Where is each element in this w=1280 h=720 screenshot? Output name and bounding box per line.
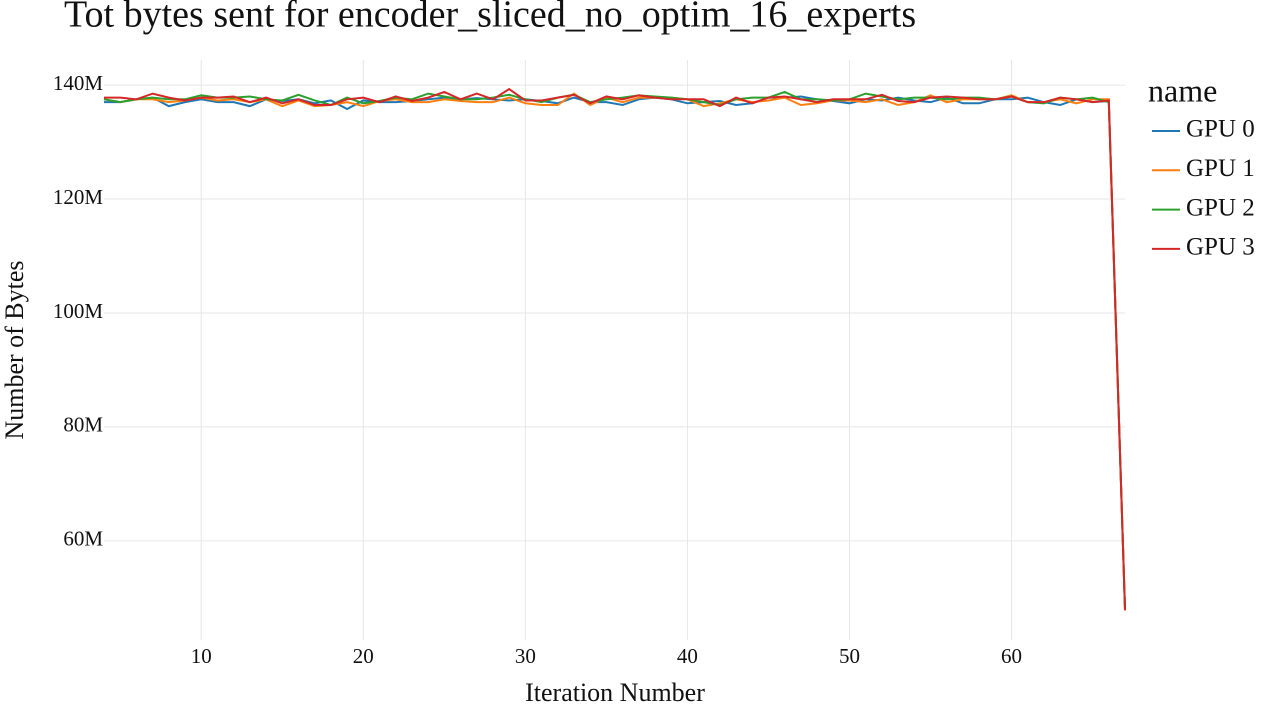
grid: [104, 60, 1125, 640]
x-tick-label: 30: [515, 644, 536, 668]
x-tick-label: 40: [677, 644, 698, 668]
x-tick-label: 60: [1001, 644, 1022, 668]
x-axis-label: Iteration Number: [525, 678, 705, 707]
y-tick-label: 120M: [53, 185, 104, 209]
data-line: [104, 95, 1126, 610]
y-tick-label: 60M: [63, 527, 103, 551]
legend-label: GPU 0: [1186, 116, 1255, 143]
data-line: [104, 87, 1126, 611]
legend-label: GPU 2: [1186, 194, 1255, 221]
y-axis-label: Number of Bytes: [0, 260, 29, 439]
y-tick-label: 100M: [53, 299, 104, 323]
data-line: [103, 90, 1126, 610]
x-tick-label: 20: [353, 644, 374, 668]
legend-title: name: [1148, 72, 1217, 108]
data-line: [103, 92, 1126, 610]
x-tick-label: 10: [191, 644, 212, 668]
legend-label: GPU 3: [1186, 234, 1255, 261]
legend-label: GPU 1: [1186, 155, 1255, 182]
x-tick-label: 50: [839, 644, 860, 668]
chart-title: Tot bytes sent for encoder_sliced_no_opt…: [64, 0, 916, 36]
y-tick-label: 140M: [53, 71, 104, 95]
y-tick-label: 80M: [63, 413, 103, 437]
